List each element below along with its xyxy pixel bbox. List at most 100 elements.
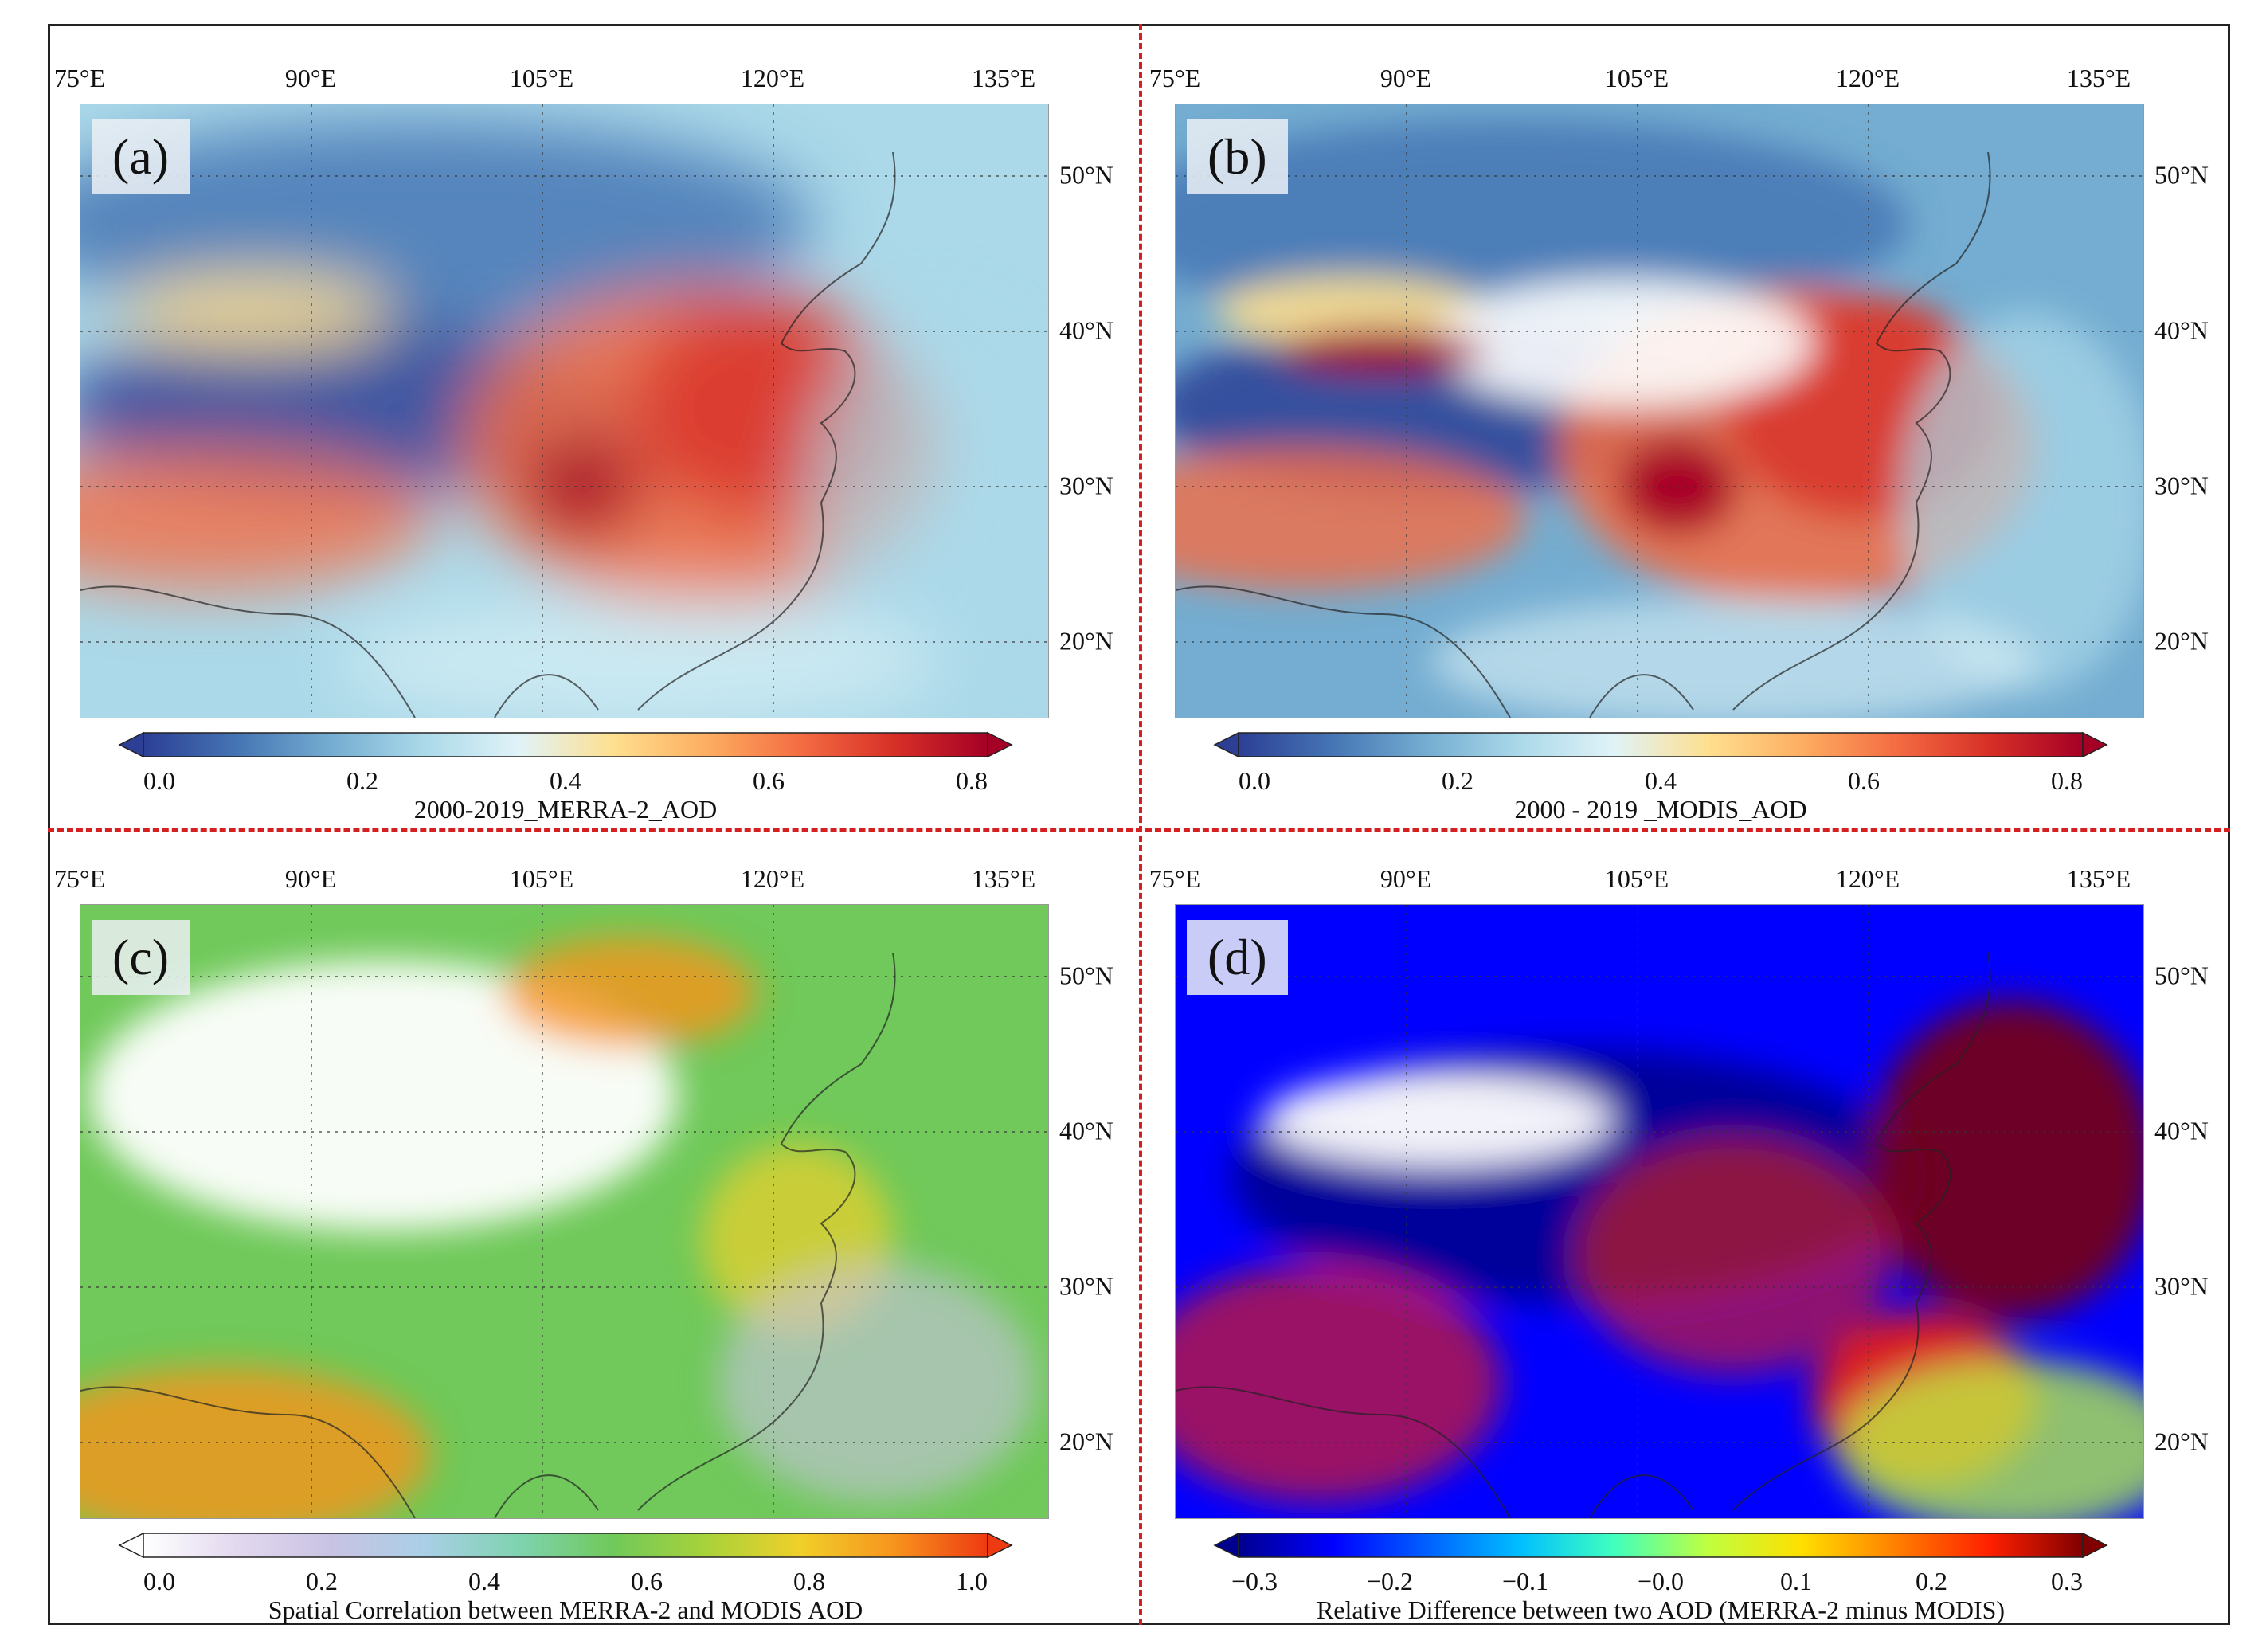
latitude-label: 50°N [1059, 961, 1113, 990]
pacific-low [1900, 311, 2143, 694]
panel-label: (d) [1187, 920, 1288, 995]
colorbar-gradient [143, 732, 988, 757]
colorbar-title: Spatial Correlation between MERRA-2 and … [268, 1595, 863, 1624]
western-pacific [1837, 1359, 2143, 1518]
longitude-label: 75°E [1149, 64, 1201, 92]
colorbar-tick-label: 0.4 [550, 766, 581, 795]
india-high-correlation [80, 1367, 431, 1518]
colorbar-gradient [1238, 1533, 2084, 1558]
longitude-label: 90°E [1380, 864, 1432, 893]
colorbar [118, 731, 1013, 758]
coastline [80, 952, 896, 1518]
colorbar-tick-label: 1.0 [956, 1567, 988, 1595]
colorbar-tick-label: 0.2 [306, 1567, 338, 1595]
south-china-sea [335, 598, 941, 718]
no-data-region [1263, 1072, 1614, 1168]
longitude-label: 75°E [53, 64, 106, 92]
latitude-label: 30°N [2154, 1271, 2209, 1301]
longitude-label: 105°E [1604, 64, 1669, 92]
low-correlation-plateau [88, 961, 678, 1231]
colorbar-title: 2000-2019_MERRA-2_AOD [413, 795, 718, 824]
colorbar-tick-label: 0.4 [1645, 766, 1677, 795]
colorbar-extend-high [987, 731, 1013, 758]
latitude-label: 20°N [1059, 626, 1113, 656]
longitude-label: 135°E [971, 64, 1036, 92]
map-area [1175, 104, 2144, 718]
colorbar-tick-label: 0.2 [1916, 1567, 1947, 1595]
longitude-label: 105°E [1604, 864, 1669, 893]
central-china-mixed [1574, 1136, 1892, 1375]
low-aod-north [80, 120, 813, 327]
south-china-sea [1430, 598, 2036, 718]
taklimakan-high [120, 276, 391, 347]
panel-label: (b) [1187, 119, 1288, 194]
coastline [80, 151, 896, 718]
no-data-plateau [1430, 280, 1813, 407]
indo-gangetic-plain-high [1176, 447, 1526, 590]
longitude-label: 105°E [509, 864, 574, 893]
colorbar-tick-label: 0.1 [1780, 1567, 1812, 1595]
colorbar-graphic [118, 1532, 1013, 1559]
latitude-label: 40°N [1059, 1116, 1113, 1145]
colorbar [1213, 731, 2108, 758]
latitude-label: 30°N [2154, 471, 2209, 500]
map-area [1175, 904, 2144, 1519]
colorbar-extend-high [2082, 1532, 2108, 1559]
latitude-label: 30°N [1059, 471, 1113, 500]
map-panel-a: 75°E 90°E 105°E 120°E 135°E 50°N 40°N 30°N 20°N (… [48, 32, 1139, 828]
colorbar-tick-label: 0.6 [631, 1567, 663, 1595]
ocean-low-correlation [718, 1263, 1036, 1502]
map-raster [1176, 104, 2143, 718]
longitude-label: 75°E [1149, 864, 1201, 893]
longitude-label: 90°E [1380, 64, 1432, 92]
latitude-label: 50°N [1059, 160, 1113, 190]
taklimakan-high [1215, 276, 1486, 347]
latitude-label: 20°N [2154, 1427, 2209, 1456]
colorbar-graphic [1213, 731, 2108, 758]
colorbar-tick-label: 0.0 [143, 766, 175, 795]
latitude-label: 20°N [1059, 1427, 1113, 1456]
colorbar-tick-label: 0.0 [1239, 766, 1270, 795]
longitude-label: 135°E [2066, 864, 2131, 893]
longitude-label: 90°E [284, 64, 337, 92]
colorbar-tick-label: −0.3 [1231, 1567, 1278, 1595]
colorbar-graphic [118, 731, 1013, 758]
mongolia-high-correlation [503, 937, 757, 1048]
map-panel-c: 75°E 90°E 105°E 120°E 135°E 50°N 40°N 30°N 20°N (… [48, 832, 1139, 1629]
taklimakan-rim [1279, 329, 1486, 374]
northeast-positive [1869, 1000, 2143, 1319]
longitude-label: 90°E [284, 864, 337, 893]
colorbar-extend-low [118, 1532, 144, 1559]
coastline [1176, 151, 1991, 718]
longitude-label: 105°E [509, 64, 574, 92]
colorbar-tick-label: 0.8 [2051, 766, 2083, 795]
longitude-label: 120°E [1835, 864, 1900, 893]
map-panel-d: 75°E 90°E 105°E 120°E 135°E 50°N 40°N 30°N 20°N (… [1143, 832, 2234, 1629]
coastline [1176, 952, 1991, 1518]
horizontal-divider [48, 828, 2230, 832]
map-area [80, 104, 1049, 718]
colorbar-tick-label: 0.0 [143, 1567, 175, 1595]
longitude-label: 135°E [971, 864, 1036, 893]
colorbar-extend-low [1213, 1532, 1239, 1559]
indo-gangetic-plain-high [80, 447, 431, 590]
colorbar-tick-label: 0.8 [793, 1567, 825, 1595]
colorbar-gradient [1238, 732, 2084, 757]
longitude-label: 120°E [1835, 64, 1900, 92]
map-area [80, 904, 1049, 1519]
map-raster [1176, 905, 2143, 1518]
latitude-label: 40°N [2154, 1116, 2209, 1145]
colorbar-tick-label: 0.8 [956, 766, 988, 795]
colorbar-title: 2000 - 2019 _MODIS_AOD [1514, 795, 1807, 824]
latitude-label: 50°N [2154, 961, 2209, 990]
vertical-divider [1139, 24, 1142, 1625]
colorbar-title: Relative Difference between two AOD (MER… [1316, 1595, 2006, 1624]
colorbar [118, 1532, 1013, 1559]
colorbar-graphic [1213, 1532, 2108, 1559]
colorbar-tick-label: 0.2 [1442, 766, 1473, 795]
colorbar-tick-label: −0.0 [1637, 1567, 1685, 1595]
longitude-label: 120°E [740, 64, 805, 92]
latitude-label: 30°N [1059, 1271, 1113, 1301]
longitude-label: 120°E [740, 864, 805, 893]
colorbar-tick-label: −0.2 [1366, 1567, 1414, 1595]
